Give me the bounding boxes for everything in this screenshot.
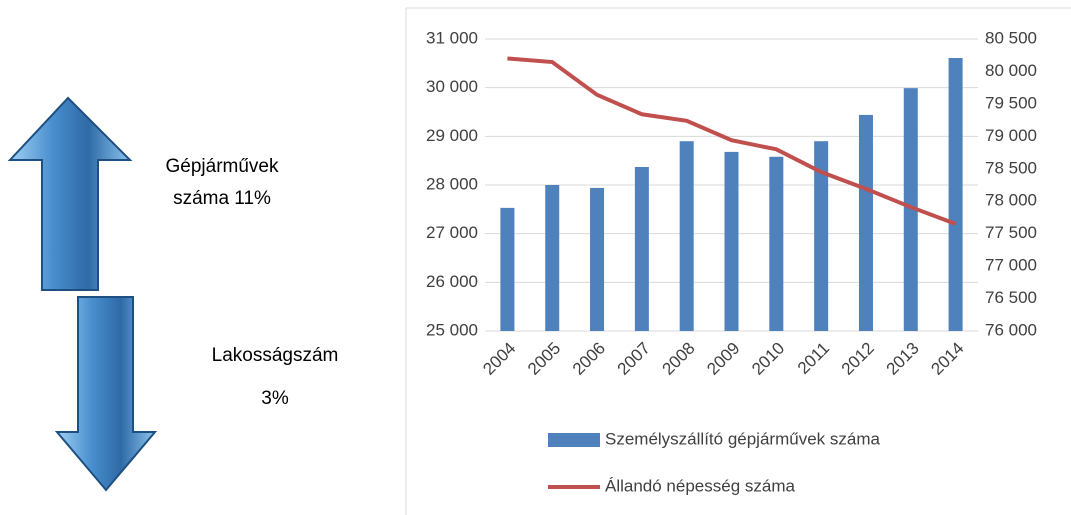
y-tick-label: 28 000 (426, 174, 478, 193)
x-tick-label: 2011 (794, 339, 833, 378)
x-tick-label: 2007 (614, 339, 654, 379)
y2-tick-label: 77 000 (985, 256, 1037, 275)
bar (814, 141, 829, 331)
bar (903, 88, 918, 331)
annotation: 3% (261, 388, 289, 409)
legend-swatch (548, 433, 600, 447)
x-tick-label: 2009 (703, 339, 743, 379)
y2-tick-label: 78 500 (985, 158, 1037, 177)
y2-tick-label: 79 500 (985, 93, 1037, 112)
x-tick-label: 2012 (838, 339, 878, 379)
y-tick-label: 29 000 (426, 126, 478, 145)
x-tick-label: 2006 (569, 339, 609, 379)
legend-label: Állandó népesség száma (605, 476, 796, 495)
bar (545, 185, 560, 331)
x-tick-label: 2013 (883, 339, 923, 379)
annotation: száma 11% (173, 188, 271, 209)
y-tick-label: 25 000 (426, 320, 478, 339)
bar (679, 141, 694, 331)
x-tick-label: 2010 (748, 339, 788, 379)
bar (769, 156, 784, 331)
annotation: Lakosságszám (212, 345, 339, 366)
y2-tick-label: 80 500 (985, 28, 1037, 47)
x-tick-label: 2004 (479, 339, 519, 379)
bar (500, 207, 515, 331)
down-arrow (54, 296, 158, 492)
bar (634, 166, 649, 331)
legend-label: Személyszállító gépjárművek száma (605, 429, 880, 448)
y2-tick-label: 78 000 (985, 191, 1037, 210)
bar (724, 151, 739, 331)
x-tick-label: 2014 (927, 339, 967, 379)
bar (948, 57, 963, 331)
x-tick-label: 2008 (658, 339, 698, 379)
x-tick-label: 2005 (524, 339, 564, 379)
line (507, 56, 957, 226)
y2-tick-label: 77 500 (985, 223, 1037, 242)
y-tick-label: 26 000 (426, 272, 478, 291)
bar (858, 114, 873, 331)
y2-tick-label: 80 000 (985, 61, 1037, 80)
y-tick-label: 27 000 (426, 223, 478, 242)
y-tick-label: 31 000 (426, 28, 478, 47)
y2-tick-label: 76 000 (985, 320, 1037, 339)
y2-tick-label: 76 500 (985, 288, 1037, 307)
bar (590, 187, 605, 331)
y2-tick-label: 79 000 (985, 126, 1037, 145)
up-arrow (7, 96, 133, 291)
annotation: Gépjárművek (166, 156, 279, 177)
y-tick-label: 30 000 (426, 77, 478, 96)
